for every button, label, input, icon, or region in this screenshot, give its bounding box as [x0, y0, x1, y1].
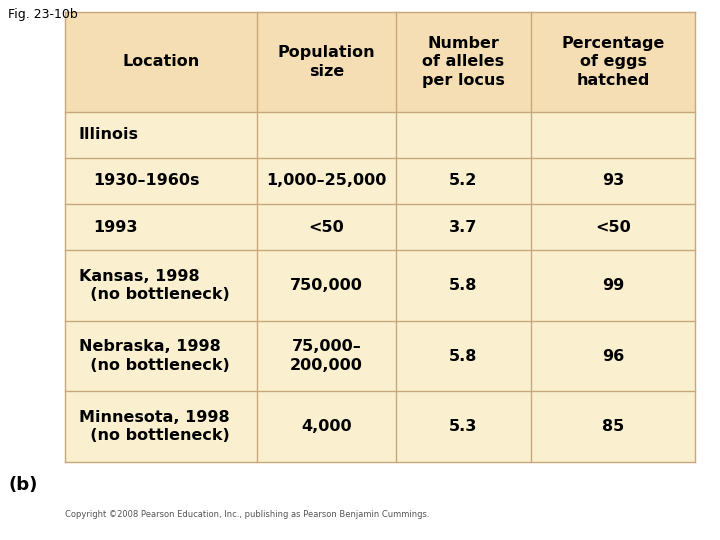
- Text: 1,000–25,000: 1,000–25,000: [266, 173, 387, 188]
- Text: 1930–1960s: 1930–1960s: [93, 173, 199, 188]
- Text: 750,000: 750,000: [290, 278, 363, 293]
- Bar: [531, 204, 695, 250]
- Bar: [396, 204, 531, 250]
- Bar: [257, 392, 396, 462]
- Bar: [257, 250, 396, 321]
- Text: 3.7: 3.7: [449, 220, 477, 234]
- Text: 5.8: 5.8: [449, 278, 477, 293]
- Bar: [396, 158, 531, 204]
- Bar: [65, 111, 257, 158]
- Bar: [396, 111, 531, 158]
- Bar: [531, 250, 695, 321]
- Bar: [65, 321, 257, 392]
- Text: 96: 96: [602, 349, 624, 363]
- Text: Fig. 23-10b: Fig. 23-10b: [8, 8, 78, 21]
- Text: 5.8: 5.8: [449, 349, 477, 363]
- Bar: [257, 12, 396, 111]
- Bar: [65, 392, 257, 462]
- Bar: [257, 111, 396, 158]
- Text: Population
size: Population size: [278, 45, 375, 78]
- Text: 93: 93: [602, 173, 624, 188]
- Bar: [396, 392, 531, 462]
- Bar: [531, 12, 695, 111]
- Text: Illinois: Illinois: [79, 127, 139, 142]
- Bar: [531, 321, 695, 392]
- Text: (b): (b): [8, 476, 37, 494]
- Bar: [257, 204, 396, 250]
- Text: Number
of alleles
per locus: Number of alleles per locus: [422, 36, 505, 88]
- Bar: [257, 158, 396, 204]
- Bar: [531, 111, 695, 158]
- Text: 1993: 1993: [93, 220, 138, 234]
- Text: 5.2: 5.2: [449, 173, 477, 188]
- Text: Kansas, 1998
  (no bottleneck): Kansas, 1998 (no bottleneck): [79, 269, 230, 302]
- Text: <50: <50: [309, 220, 344, 234]
- Text: 5.3: 5.3: [449, 419, 477, 434]
- Bar: [531, 158, 695, 204]
- Text: Nebraska, 1998
  (no bottleneck): Nebraska, 1998 (no bottleneck): [79, 339, 230, 373]
- Bar: [396, 250, 531, 321]
- Bar: [65, 158, 257, 204]
- Text: Location: Location: [122, 54, 199, 69]
- Bar: [65, 250, 257, 321]
- Bar: [531, 392, 695, 462]
- Bar: [257, 321, 396, 392]
- Text: Minnesota, 1998
  (no bottleneck): Minnesota, 1998 (no bottleneck): [79, 410, 230, 443]
- Text: 99: 99: [602, 278, 624, 293]
- Bar: [65, 12, 257, 111]
- Bar: [65, 204, 257, 250]
- Text: 85: 85: [602, 419, 624, 434]
- Text: <50: <50: [595, 220, 631, 234]
- Text: 4,000: 4,000: [301, 419, 352, 434]
- Text: Copyright ©2008 Pearson Education, Inc., publishing as Pearson Benjamin Cummings: Copyright ©2008 Pearson Education, Inc.,…: [65, 510, 430, 519]
- Text: 75,000–
200,000: 75,000– 200,000: [290, 339, 363, 373]
- Bar: [396, 321, 531, 392]
- Bar: [396, 12, 531, 111]
- Text: Percentage
of eggs
hatched: Percentage of eggs hatched: [562, 36, 665, 88]
